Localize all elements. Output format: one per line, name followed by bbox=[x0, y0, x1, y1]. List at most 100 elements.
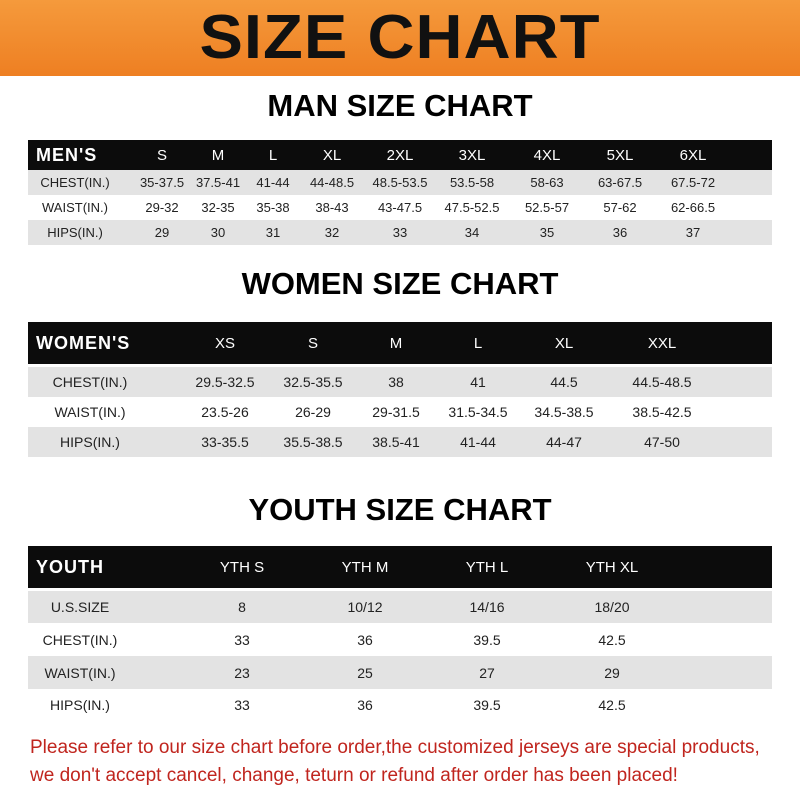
size-header: S bbox=[307, 334, 319, 352]
table-row: CHEST(IN.) 35-37.5 37.5-41 41-44 44-48.5 48.5… bbox=[28, 170, 772, 195]
size-header: L bbox=[268, 146, 278, 164]
value-cell: 29 bbox=[154, 225, 170, 240]
value-cell: 35-37.5 bbox=[139, 175, 185, 190]
value-cell: 10/12 bbox=[347, 599, 383, 615]
size-header: 5XL bbox=[606, 146, 634, 164]
size-header: XL bbox=[322, 146, 342, 164]
size-header: 2XL bbox=[386, 146, 414, 164]
value-cell: 37.5-41 bbox=[195, 175, 241, 190]
women-size-table: WOMEN'S XS S M L XL XXL CHEST(IN.) 29.5-32.5 32.5… bbox=[28, 322, 772, 457]
value-cell: 34.5-38.5 bbox=[534, 404, 594, 420]
size-header: XS bbox=[214, 334, 236, 352]
value-cell: 44.5-48.5 bbox=[632, 374, 692, 390]
value-cell: 44.5 bbox=[550, 374, 578, 390]
size-header: YTH XL bbox=[585, 558, 639, 576]
table-row: WAIST(IN.) 23 25 27 29 bbox=[28, 656, 772, 689]
value-cell: 31 bbox=[265, 225, 281, 240]
table-row: HIPS(IN.) 33 36 39.5 42.5 bbox=[28, 689, 772, 721]
value-cell: 42.5 bbox=[598, 697, 626, 713]
row-label: HIPS(IN.) bbox=[60, 434, 120, 450]
value-cell: 38.5-41 bbox=[372, 434, 420, 450]
table-row: WAIST(IN.) 29-32 32-35 35-38 38-43 43-47.5 47.… bbox=[28, 195, 772, 220]
value-cell: 39.5 bbox=[473, 631, 501, 648]
value-cell: 23 bbox=[234, 664, 250, 681]
table-row: U.S.SIZE 8 10/12 14/16 18/20 bbox=[28, 591, 772, 623]
value-cell: 57-62 bbox=[603, 200, 637, 215]
value-cell: 38-43 bbox=[315, 200, 349, 215]
notice-line-2: we don't accept cancel, change, teturn o… bbox=[30, 765, 678, 786]
size-header: 4XL bbox=[533, 146, 561, 164]
value-cell: 41 bbox=[470, 374, 486, 390]
size-header: S bbox=[156, 146, 168, 164]
value-cell: 29-31.5 bbox=[372, 404, 420, 420]
size-header: YTH L bbox=[465, 558, 509, 576]
size-header: M bbox=[211, 146, 225, 164]
value-cell: 37 bbox=[685, 225, 701, 240]
size-header: M bbox=[389, 334, 403, 352]
header-row: YOUTH YTH S YTH M YTH L YTH XL bbox=[28, 546, 772, 588]
value-cell: 27 bbox=[479, 664, 495, 681]
women-heading: WOMEN SIZE CHART bbox=[241, 266, 559, 301]
table-row: HIPS(IN.) 29 30 31 32 33 34 35 36 37 bbox=[28, 220, 772, 245]
size-header: 3XL bbox=[458, 146, 486, 164]
value-cell: 33 bbox=[392, 225, 408, 240]
value-cell: 44-47 bbox=[546, 434, 582, 450]
header-row: WOMEN'S XS S M L XL XXL bbox=[28, 322, 772, 364]
value-cell: 29 bbox=[604, 664, 620, 681]
header-row: MEN'S S M L XL 2XL 3XL 4XL 5XL 6XL bbox=[28, 140, 772, 170]
table-row: CHEST(IN.) 33 36 39.5 42.5 bbox=[28, 623, 772, 656]
value-cell: 18/20 bbox=[594, 599, 630, 615]
value-cell: 53.5-58 bbox=[449, 175, 495, 190]
category-label: MEN'S bbox=[36, 144, 98, 165]
size-header: L bbox=[473, 334, 483, 352]
value-cell: 29-32 bbox=[145, 200, 179, 215]
men-size-table: MEN'S S M L XL 2XL 3XL 4XL 5XL 6XL CHEST(IN.) 35-37… bbox=[28, 140, 772, 245]
value-cell: 35.5-38.5 bbox=[283, 434, 343, 450]
row-label: CHEST(IN.) bbox=[42, 631, 118, 648]
category-label: YOUTH bbox=[36, 556, 104, 577]
value-cell: 14/16 bbox=[469, 599, 505, 615]
page-title: SIZE CHART bbox=[199, 3, 601, 72]
value-cell: 36 bbox=[357, 697, 373, 713]
value-cell: 32-35 bbox=[201, 200, 235, 215]
value-cell: 43-47.5 bbox=[377, 200, 423, 215]
value-cell: 42.5 bbox=[598, 631, 626, 648]
value-cell: 32 bbox=[324, 225, 340, 240]
youth-heading: YOUTH SIZE CHART bbox=[248, 492, 552, 527]
notice-line-1: Please refer to our size chart before or… bbox=[30, 737, 760, 758]
row-label: WAIST(IN.) bbox=[54, 404, 126, 420]
row-label: HIPS(IN.) bbox=[50, 697, 110, 713]
size-header: 6XL bbox=[679, 146, 707, 164]
value-cell: 32.5-35.5 bbox=[283, 374, 343, 390]
value-cell: 33-35.5 bbox=[201, 434, 249, 450]
value-cell: 31.5-34.5 bbox=[448, 404, 508, 420]
table-row: CHEST(IN.) 29.5-32.5 32.5-35.5 38 41 44.5 44.5… bbox=[28, 367, 772, 397]
value-cell: 36 bbox=[612, 225, 628, 240]
table-row: HIPS(IN.) 33-35.5 35.5-38.5 38.5-41 41-44 44-… bbox=[28, 427, 772, 457]
value-cell: 26-29 bbox=[295, 404, 331, 420]
row-label: WAIST(IN.) bbox=[44, 664, 116, 681]
value-cell: 41-44 bbox=[256, 175, 290, 190]
value-cell: 58-63 bbox=[530, 175, 564, 190]
value-cell: 47-50 bbox=[644, 434, 680, 450]
row-label: WAIST(IN.) bbox=[42, 200, 108, 215]
size-header: XXL bbox=[647, 334, 677, 352]
title-banner: SIZE CHART bbox=[0, 0, 800, 76]
row-label: U.S.SIZE bbox=[50, 599, 110, 615]
value-cell: 8 bbox=[238, 599, 246, 615]
value-cell: 29.5-32.5 bbox=[195, 374, 255, 390]
value-cell: 44-48.5 bbox=[309, 175, 355, 190]
value-cell: 35-38 bbox=[256, 200, 290, 215]
value-cell: 39.5 bbox=[473, 697, 501, 713]
size-header: YTH M bbox=[341, 558, 389, 576]
value-cell: 62-66.5 bbox=[670, 200, 716, 215]
value-cell: 38.5-42.5 bbox=[632, 404, 692, 420]
value-cell: 30 bbox=[210, 225, 226, 240]
value-cell: 34 bbox=[464, 225, 480, 240]
youth-size-table: YOUTH YTH S YTH M YTH L YTH XL U.S.SIZE 8 10/12… bbox=[28, 546, 772, 721]
value-cell: 41-44 bbox=[460, 434, 496, 450]
category-label: WOMEN'S bbox=[36, 332, 131, 353]
value-cell: 23.5-26 bbox=[201, 404, 249, 420]
value-cell: 35 bbox=[539, 225, 555, 240]
value-cell: 48.5-53.5 bbox=[372, 175, 428, 190]
